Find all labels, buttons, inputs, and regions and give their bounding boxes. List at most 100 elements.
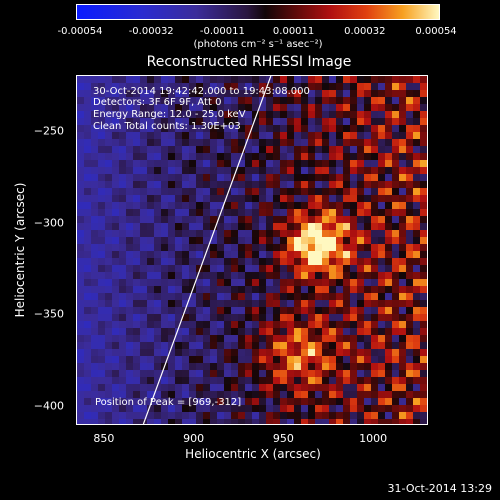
heatmap-cell [91, 104, 99, 112]
heatmap-cell [161, 188, 169, 196]
heatmap-cell [112, 272, 120, 280]
heatmap-cell [287, 356, 295, 364]
heatmap-cell [371, 125, 379, 133]
heatmap-cell [210, 356, 218, 364]
heatmap-cell [399, 230, 407, 238]
heatmap-cell [119, 188, 127, 196]
heatmap-cell [350, 125, 358, 133]
heatmap-cell [322, 328, 330, 336]
heatmap-cell [336, 307, 344, 315]
heatmap-cell [259, 97, 267, 105]
heatmap-cell [245, 188, 253, 196]
heatmap-cell [350, 286, 358, 294]
heatmap-cell [189, 328, 197, 336]
heatmap-cell [259, 83, 267, 91]
heatmap-cell [301, 139, 309, 147]
heatmap-cell [280, 258, 288, 266]
heatmap-cell [399, 419, 407, 424]
heatmap-cell [350, 174, 358, 182]
heatmap-cell [308, 384, 316, 392]
heatmap-cell [364, 356, 372, 364]
heatmap-cell [399, 251, 407, 259]
heatmap-cell [98, 335, 106, 343]
heatmap-cell [91, 258, 99, 266]
heatmap-cell [350, 139, 358, 147]
heatmap-cell [168, 363, 176, 371]
heatmap-cell [133, 244, 141, 252]
heatmap-cell [252, 265, 260, 273]
heatmap-cell [259, 160, 267, 168]
heatmap-cell [105, 132, 113, 140]
heatmap-cell [154, 146, 162, 154]
heatmap-cell [329, 328, 337, 336]
heatmap-cell [336, 321, 344, 329]
heatmap-cell [140, 265, 148, 273]
heatmap-cell [266, 251, 274, 259]
heatmap-cell [119, 83, 127, 91]
heatmap-cell [280, 293, 288, 301]
heatmap-cell [357, 167, 365, 175]
heatmap-cell [168, 174, 176, 182]
heatmap-cell [385, 356, 393, 364]
heatmap-cell [196, 139, 204, 147]
heatmap-cell [287, 244, 295, 252]
heatmap-cell [308, 223, 316, 231]
heatmap-cell [413, 405, 421, 413]
heatmap-cell [147, 398, 155, 406]
heatmap-cell [161, 293, 169, 301]
heatmap-cell [252, 279, 260, 287]
heatmap-cell [399, 405, 407, 413]
heatmap-cell [105, 363, 113, 371]
heatmap-cell [413, 237, 421, 245]
heatmap-cell [91, 279, 99, 287]
heatmap-cell [336, 153, 344, 161]
heatmap-cell [98, 153, 106, 161]
heatmap-cell [105, 209, 113, 217]
heatmap-cell [259, 349, 267, 357]
heatmap-cell [133, 174, 141, 182]
heatmap-cell [280, 111, 288, 119]
heatmap-cell [154, 181, 162, 189]
heatmap-cell [273, 83, 281, 91]
heatmap-cell [105, 251, 113, 259]
heatmap-cell [203, 153, 211, 161]
heatmap-cell [196, 132, 204, 140]
heatmap-cell [413, 244, 421, 252]
heatmap-cell [119, 370, 127, 378]
heatmap-cell [168, 97, 176, 105]
heatmap-cell [350, 244, 358, 252]
heatmap-cell [322, 349, 330, 357]
heatmap-cell [371, 384, 379, 392]
heatmap-cell [294, 419, 302, 424]
heatmap-cell [105, 265, 113, 273]
heatmap-cell [266, 139, 274, 147]
heatmap-cell [343, 139, 351, 147]
heatmap-cell [238, 342, 246, 350]
heatmap-cell [308, 370, 316, 378]
heatmap-cell [329, 104, 337, 112]
heatmap-cell [126, 83, 134, 91]
heatmap-cell [259, 384, 267, 392]
heatmap-cell [189, 377, 197, 385]
heatmap-cell [336, 272, 344, 280]
heatmap-cell [112, 258, 120, 266]
heatmap-cell [133, 195, 141, 203]
heatmap-cell [245, 419, 253, 424]
heatmap-cell [140, 104, 148, 112]
heatmap-cell [91, 118, 99, 126]
heatmap-cell [203, 230, 211, 238]
heatmap-cell [175, 286, 183, 294]
heatmap-cell [308, 349, 316, 357]
heatmap-cell [280, 363, 288, 371]
heatmap-cell [385, 363, 393, 371]
heatmap-cell [343, 118, 351, 126]
heatmap-cell [140, 405, 148, 413]
heatmap-cell [196, 384, 204, 392]
heatmap-cell [217, 160, 225, 168]
heatmap-cell [224, 132, 232, 140]
heatmap-cell [133, 132, 141, 140]
heatmap-cell [245, 209, 253, 217]
heatmap-cell [343, 237, 351, 245]
heatmap-cell [329, 90, 337, 98]
heatmap-cell [203, 335, 211, 343]
